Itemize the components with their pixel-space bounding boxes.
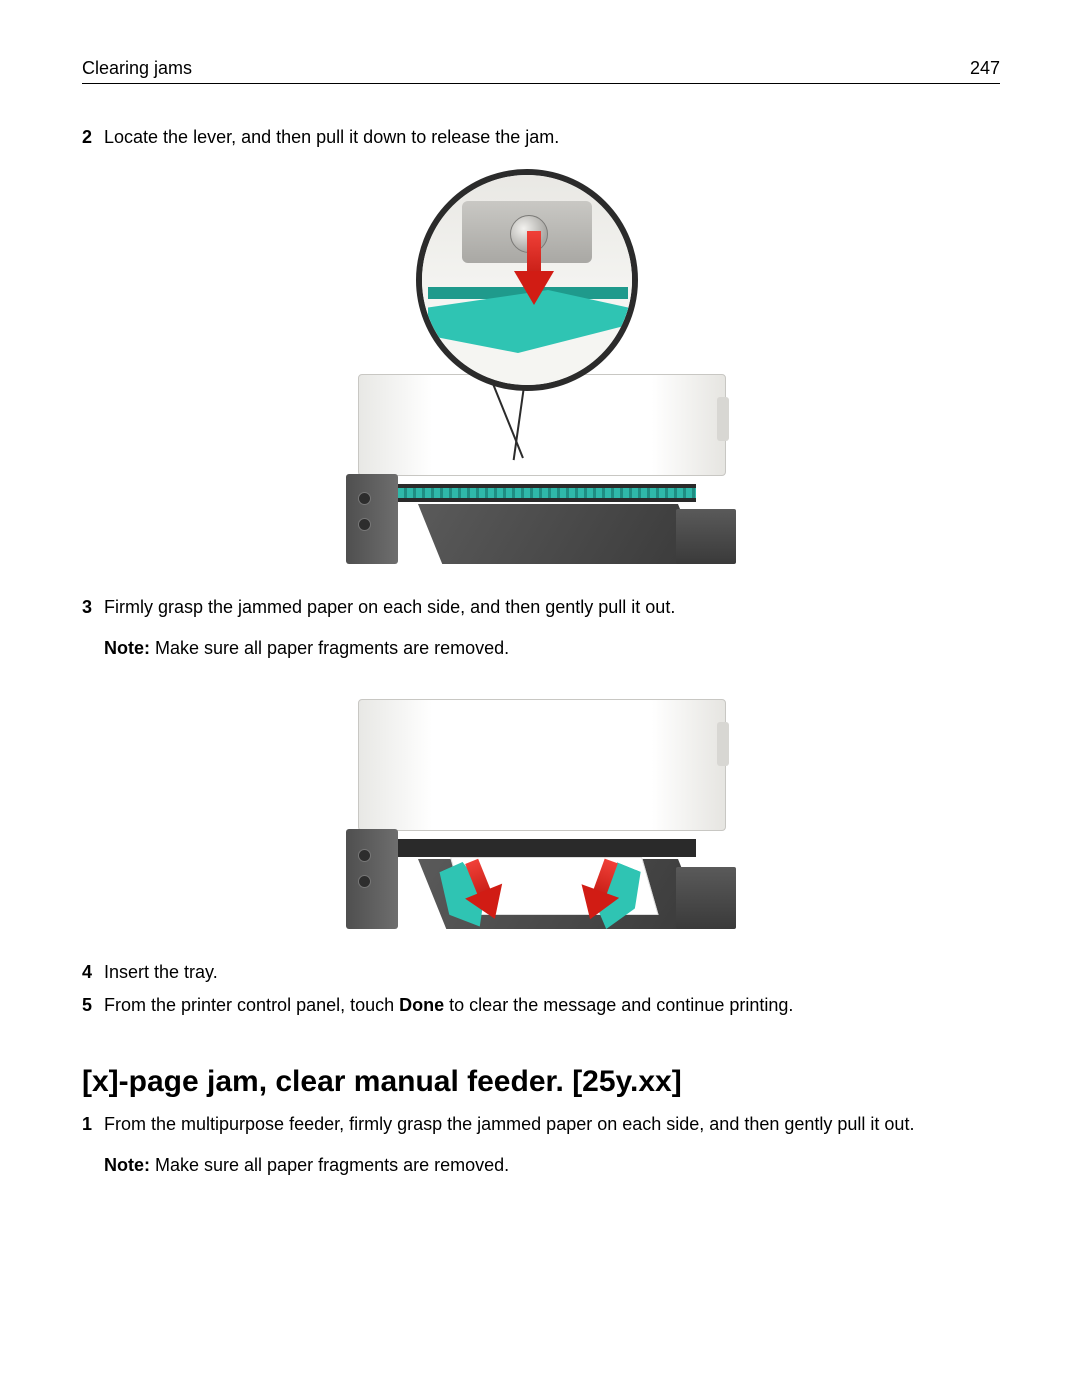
step-5: 5 From the printer control panel, touch … [82,992,1000,1019]
page-header: Clearing jams 247 [82,58,1000,84]
step-number: 1 [82,1111,104,1138]
note-text: Make sure all paper fragments are remove… [150,1155,509,1175]
step-4: 4 Insert the tray. [82,959,1000,986]
step-note: Note: Make sure all paper fragments are … [104,1152,1000,1179]
note-text: Make sure all paper fragments are remove… [150,638,509,658]
step-text: From the multipurpose feeder, firmly gra… [104,1114,914,1134]
header-section: Clearing jams [82,58,192,79]
step-number: 3 [82,594,104,621]
header-page-number: 247 [970,58,1000,79]
step-number: 5 [82,992,104,1019]
step-text: Firmly grasp the jammed paper on each si… [104,597,675,617]
note-label: Note: [104,1155,150,1175]
section-heading: [x]‑page jam, clear manual feeder. [25y.… [82,1065,1000,1099]
step-3: 3 Firmly grasp the jammed paper on each … [82,594,1000,676]
bold-done: Done [399,995,444,1015]
note-label: Note: [104,638,150,658]
step-number: 4 [82,959,104,986]
step-number: 2 [82,124,104,151]
step-2: 2 Locate the lever, and then pull it dow… [82,124,1000,151]
step-note: Note: Make sure all paper fragments are … [104,635,1000,662]
figure-1 [82,169,1000,564]
figure-2 [82,694,1000,929]
step-text: From the printer control panel, touch Do… [104,992,1000,1019]
step-text: Insert the tray. [104,959,1000,986]
section2-step-1: 1 From the multipurpose feeder, firmly g… [82,1111,1000,1193]
step-text: Locate the lever, and then pull it down … [104,124,1000,151]
arrow-down-icon [514,231,554,311]
lever-detail-callout [416,169,638,391]
